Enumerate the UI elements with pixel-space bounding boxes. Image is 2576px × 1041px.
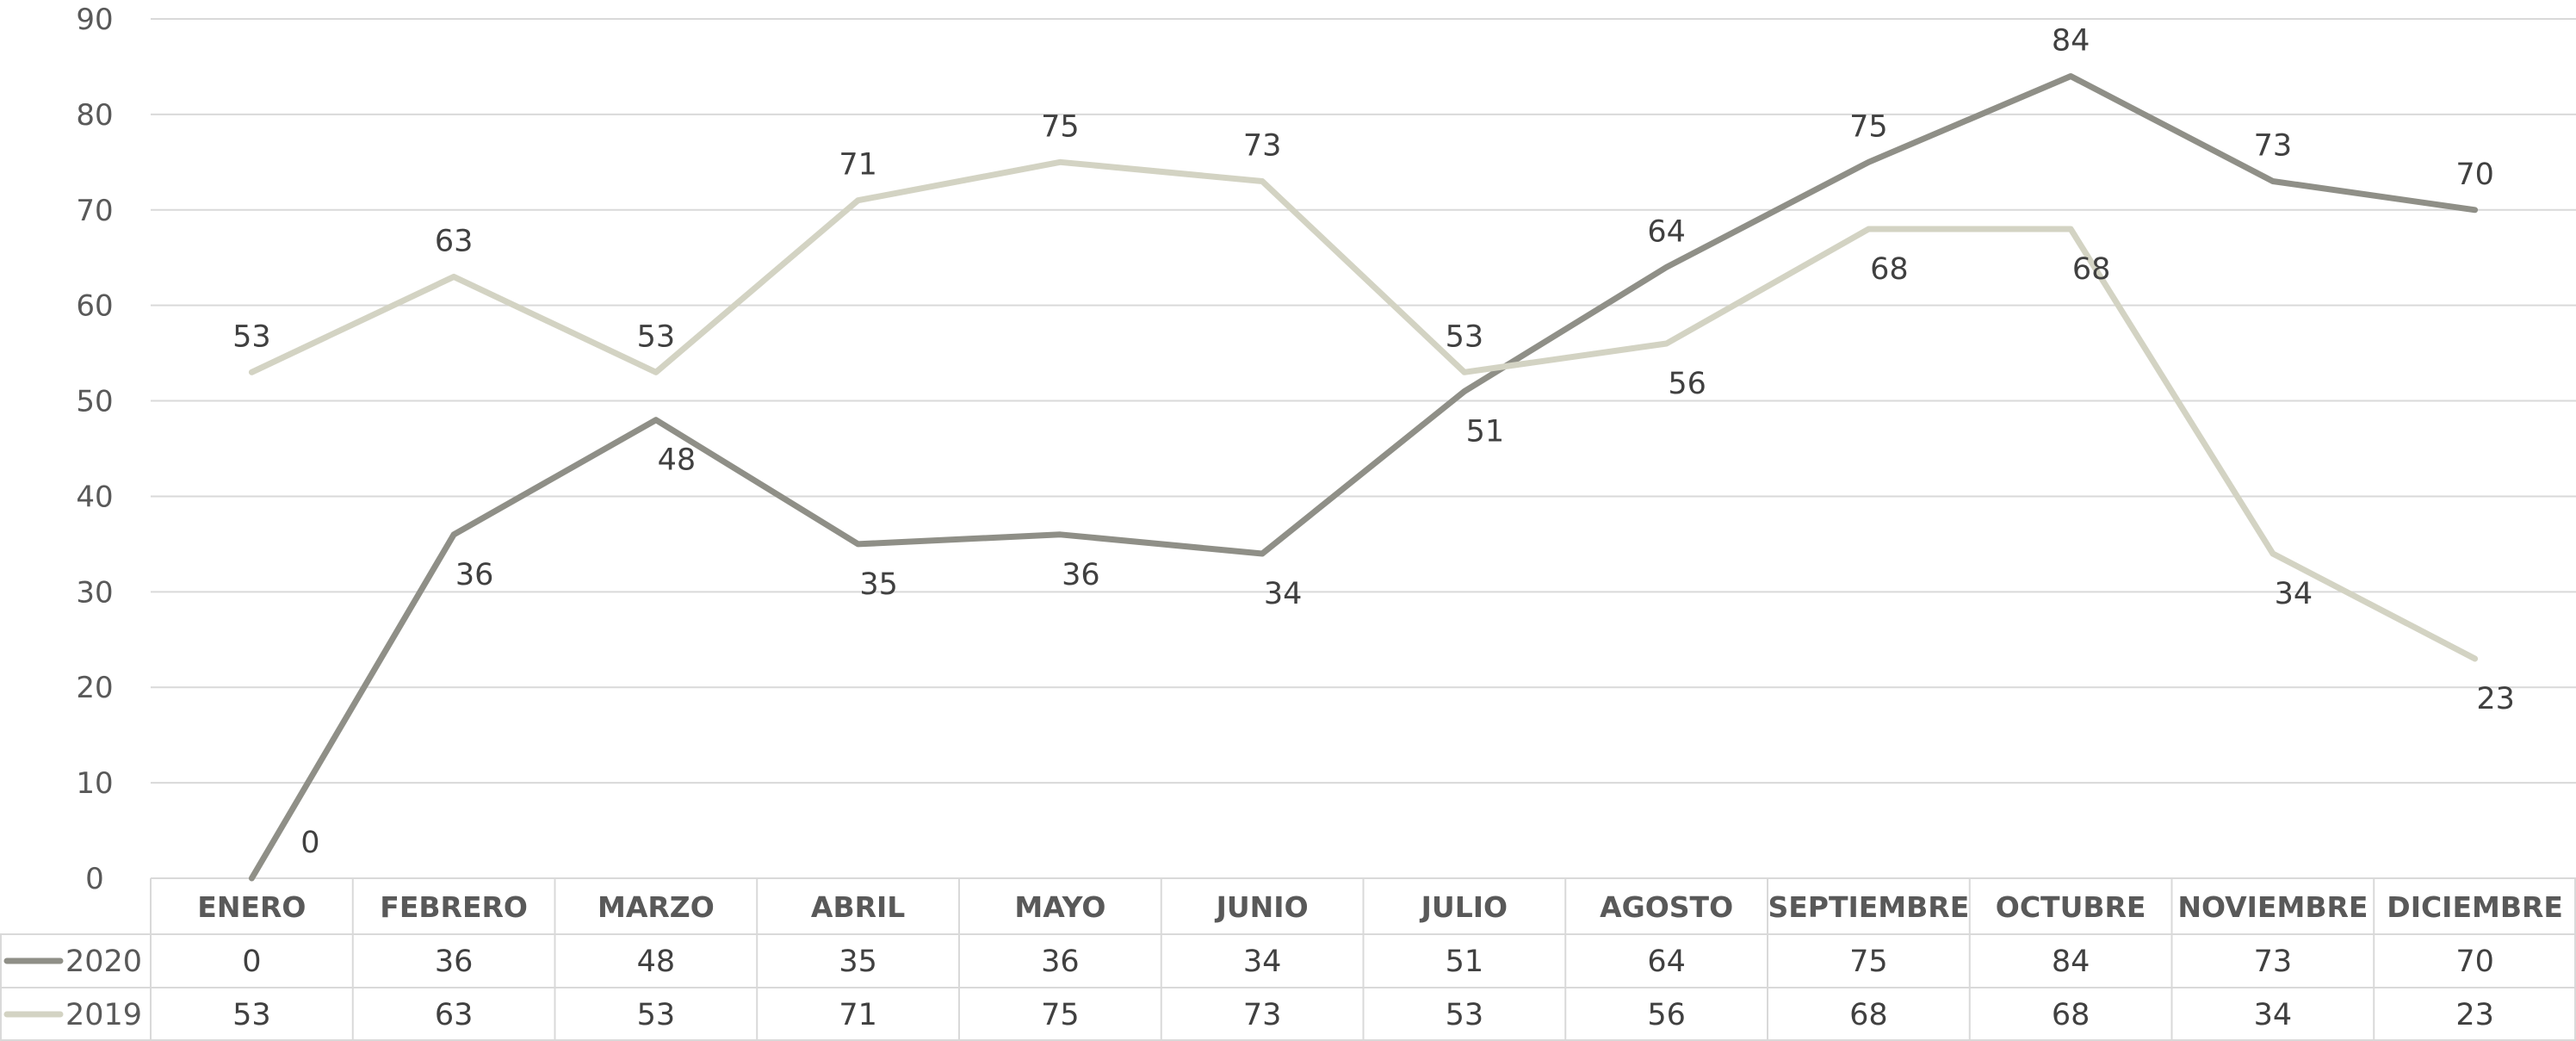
data-label: 64 [1647,214,1686,249]
table-cell: 68 [1849,998,1888,1032]
y-tick-label: 30 [76,575,113,610]
table-cell: 71 [839,998,877,1032]
data-label: 36 [455,558,494,592]
legend-label: 2020 [65,945,142,979]
y-tick-label: 60 [76,289,113,324]
data-label: 68 [2072,252,2111,287]
data-labels: 0 36 48 35 36 34 51 64 75 84 73 70 53 63 53 71 75 73 53 56 6… [232,24,2515,860]
table-cell: 63 [435,998,474,1032]
series-line-2019 [248,158,2479,662]
data-label: 63 [435,224,474,258]
y-tick-label: 80 [76,98,113,133]
data-label: 35 [859,567,898,602]
table-cell: 75 [1849,945,1888,979]
data-label: 34 [1264,577,1303,611]
table-cell: 75 [1041,998,1080,1032]
table-cell: 68 [2052,998,2090,1032]
table-cell: 53 [637,998,676,1032]
table-cell: 73 [1243,998,1282,1032]
table-cell: 36 [1041,945,1080,979]
x-category-label: JUNIO [1215,890,1309,924]
table-cell: 84 [2052,945,2090,979]
table-cell: 51 [1446,945,1484,979]
table-cell: 64 [1647,945,1686,979]
y-tick-label: 50 [76,385,113,419]
y-tick-label: 40 [76,480,113,514]
data-label: 68 [1870,252,1909,287]
table-cell: 70 [2455,945,2494,979]
data-label: 84 [2052,24,2090,59]
data-label: 56 [1668,367,1706,401]
data-label: 23 [2476,682,2515,716]
y-tick-label: 10 [76,766,113,801]
x-category-label: MARZO [598,890,715,924]
table-cell: 56 [1647,998,1686,1032]
data-table: ENERO FEBRERO MARZO ABRIL MAYO JUNIO JULIO AGOS… [0,878,2576,1041]
data-label: 73 [2254,129,2293,164]
data-label: 75 [1849,109,1888,144]
data-label: 0 [300,826,319,860]
data-label: 51 [1466,414,1505,449]
data-label: 53 [1446,319,1484,354]
y-tick-label: 20 [76,671,113,705]
x-category-label: ABRIL [811,890,905,924]
x-category-label: NOVIEMBRE [2177,890,2368,924]
x-category-label: FEBRERO [380,890,528,924]
x-category-label: MAYO [1014,890,1105,924]
table-cell: 53 [232,998,271,1032]
table-cell: 34 [2254,998,2293,1032]
data-label: 53 [232,319,271,354]
x-category-label: AGOSTO [1600,890,1733,924]
x-category-label: OCTUBRE [1996,890,2146,924]
y-axis: 0 10 20 30 40 50 60 70 80 90 [76,3,113,896]
x-category-label: ENERO [197,890,306,924]
data-label: 48 [658,443,697,478]
x-category-label: SEPTIEMBRE [1768,890,1969,924]
y-tick-label: 90 [76,3,113,37]
table-cell: 36 [435,945,474,979]
y-tick-label: 0 [85,862,104,896]
x-category-label: JULIO [1420,890,1508,924]
data-label: 75 [1041,109,1080,144]
table-cell: 53 [1446,998,1484,1032]
data-label: 36 [1062,558,1100,592]
table-cell: 0 [242,945,261,979]
table-cell: 73 [2254,945,2293,979]
data-label: 71 [839,148,877,183]
table-cell: 35 [839,945,877,979]
table-cell: 23 [2455,998,2494,1032]
legend-label: 2019 [65,998,142,1032]
table-cell: 48 [637,945,676,979]
table-cell: 34 [1243,945,1282,979]
data-label: 34 [2275,577,2313,611]
y-tick-label: 70 [76,194,113,228]
x-category-label: DICIEMBRE [2387,890,2563,924]
series-line-2020 [248,73,2479,882]
gridlines [151,18,2576,879]
data-label: 73 [1243,129,1282,164]
data-label: 53 [637,319,676,354]
data-label: 70 [2455,158,2494,192]
series-lines [248,73,2479,882]
